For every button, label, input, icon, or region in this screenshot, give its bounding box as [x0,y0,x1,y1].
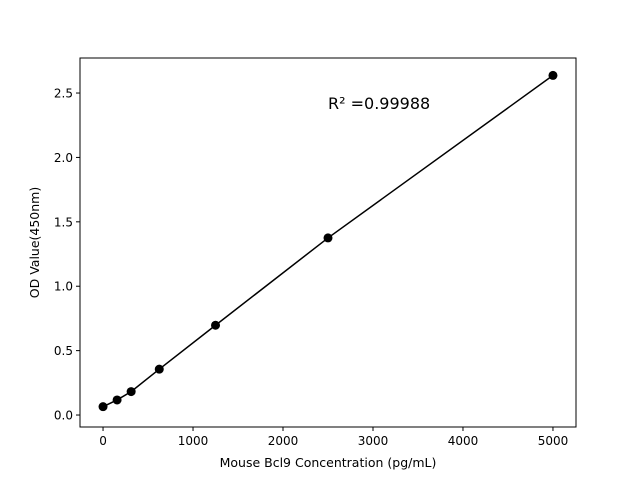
y-axis-label: OD Value(450nm) [27,187,42,298]
data-point [211,320,221,330]
plot-area [79,57,577,428]
y-tick-label: 2.5 [54,87,73,101]
y-tick-label: 2.0 [54,151,73,165]
y-tick-label: 1.0 [54,280,73,294]
data-point [323,233,333,243]
y-tick-label: 0.0 [54,409,73,423]
y-tick-label: 1.5 [54,215,73,229]
x-tick-label: 3000 [358,434,389,448]
data-point [154,364,164,374]
x-tick-label: 2000 [268,434,299,448]
x-tick-label: 4000 [448,434,479,448]
x-axis-label: Mouse Bcl9 Concentration (pg/mL) [220,455,437,470]
y-tick-label: 0.5 [54,344,73,358]
r-squared-annotation: R² =0.99988 [328,94,430,113]
x-tick-label: 1000 [178,434,209,448]
data-point [126,387,136,397]
x-tick-label: 0 [99,434,107,448]
data-point [548,70,558,80]
data-point [98,402,108,412]
x-tick-label: 5000 [538,434,569,448]
data-point [112,395,122,405]
